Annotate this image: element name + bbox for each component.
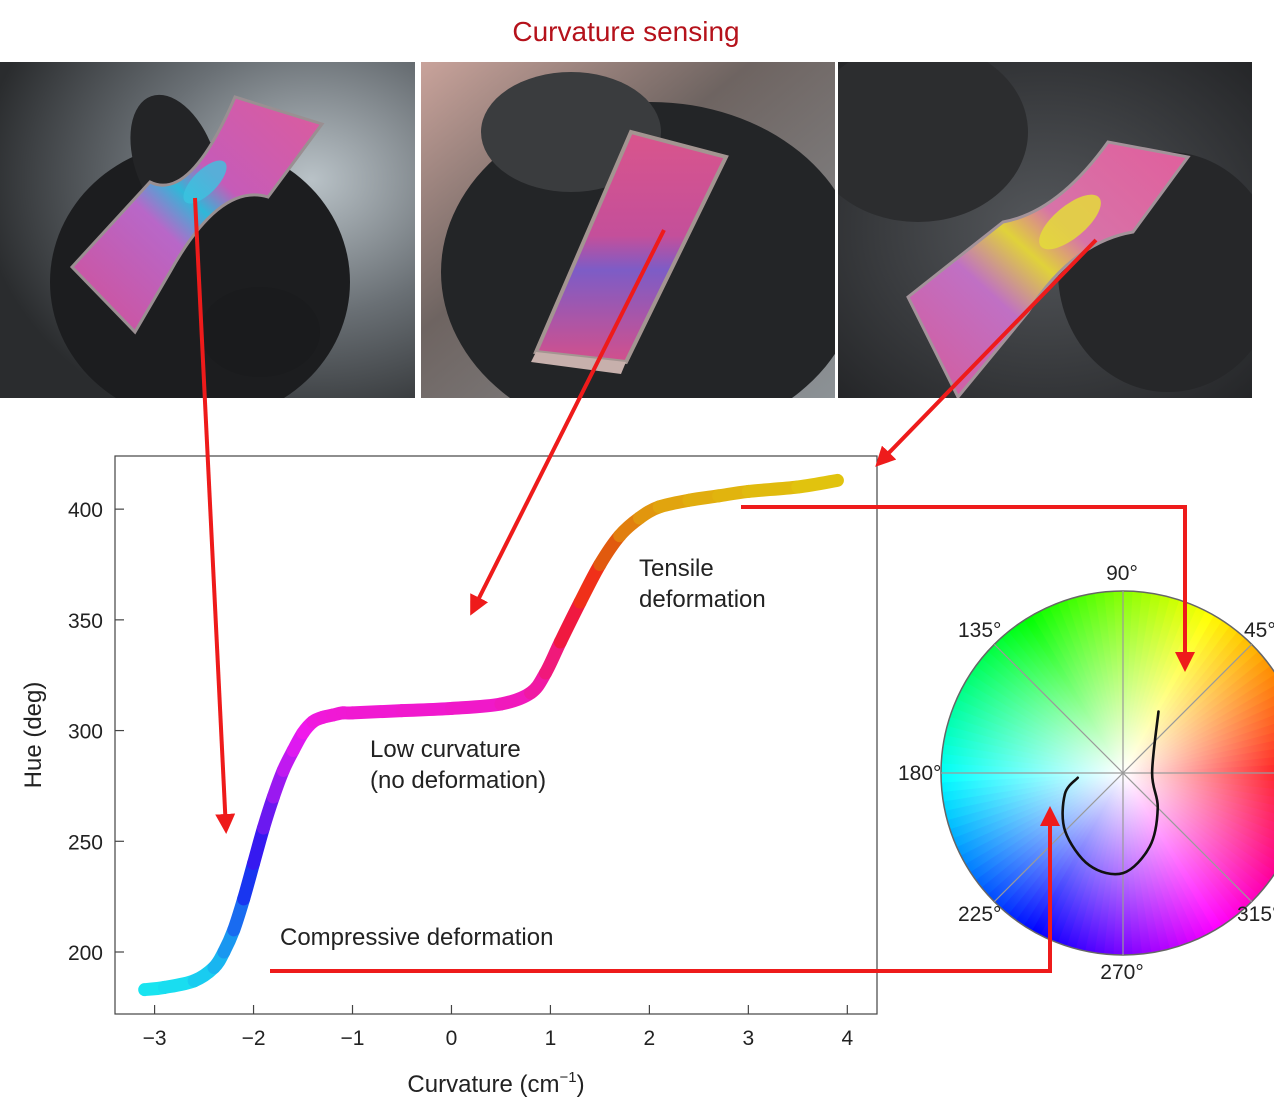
x-tick-label: −1 [341, 1027, 365, 1050]
angle-label-45: 45° [1244, 619, 1274, 642]
arrow-photo2-to-curve [470, 229, 666, 616]
y-tick-label: 250 [68, 831, 103, 854]
arrow-photo1-to-curve [193, 197, 236, 834]
wheel-spoke [993, 643, 1253, 903]
arrow-photo3-to-curve [875, 238, 1098, 467]
x-axis-label: Curvature (cm−1) [407, 1069, 584, 1098]
angle-label-90: 90° [1106, 562, 1138, 585]
low-curvature-annotation-line1: Low curvature [370, 736, 521, 763]
angle-label-315: 315° [1237, 903, 1274, 926]
arrow-compressive-to-wheel [270, 806, 1060, 973]
low-curvature-annotation-line2: (no deformation) [370, 767, 546, 794]
curve-segment [444, 697, 508, 715]
x-tick-label: 4 [841, 1027, 853, 1050]
x-tick-label: −3 [143, 1027, 167, 1050]
angle-label-135: 135° [958, 619, 1001, 642]
angle-label-270: 270° [1100, 961, 1143, 984]
flat-sample-photo [421, 62, 835, 398]
hue-trajectory [1061, 710, 1160, 876]
hue-curve [138, 473, 844, 997]
curve-segment [553, 595, 587, 649]
hue-wheel: 90° 45° 135° 180° 225° 270° 315° [898, 562, 1274, 984]
arrow-tensile-to-wheel [741, 505, 1195, 672]
y-tick-label: 400 [68, 499, 103, 522]
curve-segment [791, 473, 844, 494]
y-tick-label: 350 [68, 610, 103, 633]
angle-label-225: 225° [958, 903, 1001, 926]
plot-frame [114, 455, 878, 1015]
stretched-sample-photo [838, 62, 1252, 398]
figure-title: Curvature sensing [512, 16, 740, 47]
x-axis: −3 −2 −1 0 1 2 3 4 [143, 1005, 853, 1050]
tensile-annotation-line2: deformation [639, 586, 766, 613]
curve-segment [346, 704, 409, 720]
x-tick-label: 2 [644, 1027, 656, 1050]
compressive-annotation: Compressive deformation [280, 924, 553, 951]
y-axis-label: Hue (deg) [20, 682, 47, 789]
x-tick-label: 1 [545, 1027, 557, 1050]
x-tick-label: 0 [446, 1027, 458, 1050]
y-tick-label: 200 [68, 942, 103, 965]
x-tick-label: −2 [242, 1027, 266, 1050]
x-tick-label: 3 [743, 1027, 755, 1050]
angle-label-180: 180° [898, 762, 941, 785]
tensile-annotation-line1: Tensile [639, 555, 714, 582]
y-tick-label: 300 [68, 721, 103, 744]
curve-segment [395, 701, 458, 718]
y-axis: 200 250 300 350 400 [68, 499, 124, 965]
curve-segment [741, 480, 805, 498]
